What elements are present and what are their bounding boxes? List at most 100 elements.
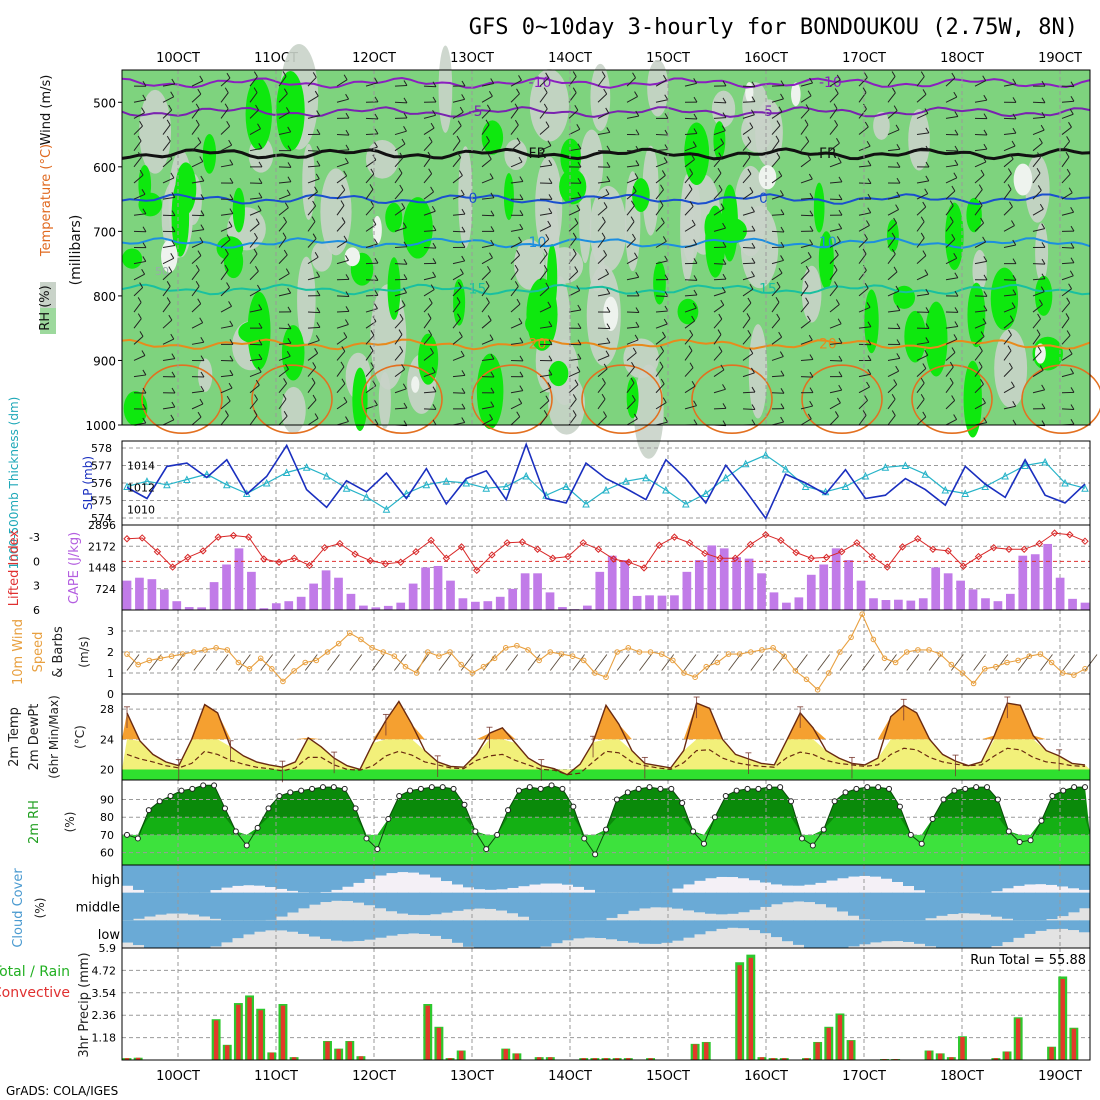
wind-barb-flag: [254, 394, 258, 400]
wind-barb-flag: [893, 379, 898, 385]
wind-barb: [974, 350, 983, 361]
rh-point: [1005, 828, 1012, 835]
wind-barb: [1003, 189, 1012, 200]
wind-speed-point: [792, 668, 799, 674]
cloud-cover-cell: [320, 892, 332, 903]
wind-barb-flag: [457, 152, 461, 158]
wind-speed-point: [1026, 653, 1033, 660]
wind-barb: [394, 388, 407, 394]
wind-barb-flag: [891, 232, 896, 239]
cloud-cover-cell: [705, 920, 717, 932]
wind-barb-flag: [345, 291, 350, 297]
wind-barb: [655, 205, 664, 216]
wind-barb: [307, 115, 320, 119]
dry-patch: [741, 110, 773, 153]
wind-barb-flag: [1070, 418, 1075, 425]
cloud-cover-cell: [573, 892, 585, 921]
cloud-cover-cell: [243, 892, 255, 921]
precip-convective-bar: [436, 1027, 442, 1060]
rh-point: [548, 782, 555, 789]
li-point: [701, 549, 709, 558]
wind-speed-point: [814, 687, 821, 693]
cloud-cover-cell: [716, 920, 728, 929]
precip-convective-bar: [1049, 1047, 1054, 1060]
wind-barb: [858, 212, 871, 216]
wind-barb: [249, 223, 260, 232]
slp-tick-label: 1014: [127, 459, 155, 472]
rh-point: [167, 792, 174, 799]
wind-barb: [742, 127, 754, 135]
wind-barb-flag: [428, 168, 433, 174]
cloud-cover-cell: [738, 892, 750, 913]
wind-barb: [1032, 304, 1043, 313]
moist-patch: [945, 202, 964, 271]
cloud-cover-cell: [452, 865, 464, 885]
wind-barb-flag: [543, 248, 548, 255]
wind-barb: [423, 391, 436, 394]
moist-patch: [232, 187, 245, 233]
dry-patch: [748, 324, 768, 419]
wind-barb-flag: [457, 282, 462, 288]
cloud-cover-cell: [210, 892, 222, 919]
wind-barb-flag: [490, 210, 495, 216]
wind-barb-flag: [1010, 381, 1015, 387]
wind-barb-flag: [343, 332, 348, 338]
wind-barb-flag: [630, 377, 635, 384]
wind-barb-flag: [197, 137, 202, 143]
wind-barb: [858, 386, 870, 394]
wind-barb-flag: [341, 378, 346, 384]
rh-point: [1016, 838, 1023, 845]
li-point: [609, 555, 618, 563]
wind-barb-flag: [1041, 97, 1046, 104]
wind-barb: [974, 260, 987, 265]
cloud-cover-cell: [892, 865, 904, 882]
wind-barb-flag: [461, 208, 466, 215]
wind-barb: [1032, 101, 1046, 104]
cloud-cover-cell: [133, 892, 145, 919]
moist-patch: [525, 311, 552, 337]
wind-barb-flag: [983, 129, 988, 136]
wind-barb-flag: [633, 413, 638, 420]
rh-tick-label: 70: [100, 829, 114, 842]
wind-barb-flag: [283, 410, 288, 417]
cape-bar: [259, 608, 269, 610]
wind-barb: [1061, 302, 1071, 313]
wind-barb-flag: [603, 363, 608, 370]
wind-axis-label: Wind (m/s): [39, 75, 54, 146]
cloud-cover-cell: [595, 920, 607, 939]
wind-speed-point: [859, 611, 866, 618]
wind-barb-flag: [516, 298, 521, 305]
cloud-cover-cell: [562, 920, 574, 941]
precip-convective-bar: [581, 1058, 586, 1060]
wind-barb-flag: [485, 280, 490, 287]
moist-patch: [281, 325, 305, 381]
cloud-cover-cell: [177, 920, 189, 948]
wind-barb: [568, 109, 579, 119]
wind-barb-flag: [253, 248, 258, 255]
wind-barb-flag: [837, 157, 842, 163]
cloud-cover-cell: [474, 865, 486, 890]
cloud-cover-cell: [551, 920, 563, 944]
li-point: [412, 548, 420, 556]
wind-barb: [829, 323, 842, 329]
warm-contour: [251, 364, 333, 434]
cloud-cover-cell: [606, 920, 618, 940]
upper-wind-barbs: [133, 71, 1075, 427]
wind-barb: [481, 418, 493, 426]
wind-speed-point: [424, 649, 431, 655]
wind-barb: [829, 254, 839, 264]
wind-barb-flag: [747, 136, 752, 142]
isotherm-line: [121, 283, 1091, 296]
wind-barb-flag: [1012, 258, 1017, 264]
very-dry-patch: [1013, 163, 1033, 196]
wind-barb: [539, 77, 549, 87]
moist-patch: [677, 298, 699, 325]
wind-barb: [539, 306, 552, 313]
wind-barb-flag: [751, 96, 756, 102]
cloud-cover-cell: [309, 865, 321, 893]
wind-barb-flag: [691, 315, 696, 322]
cloud-cover-cell: [793, 892, 805, 902]
cloud-cover-cell: [441, 920, 453, 939]
wind-barb: [510, 241, 522, 248]
wind-barb-flag: [1041, 242, 1046, 248]
